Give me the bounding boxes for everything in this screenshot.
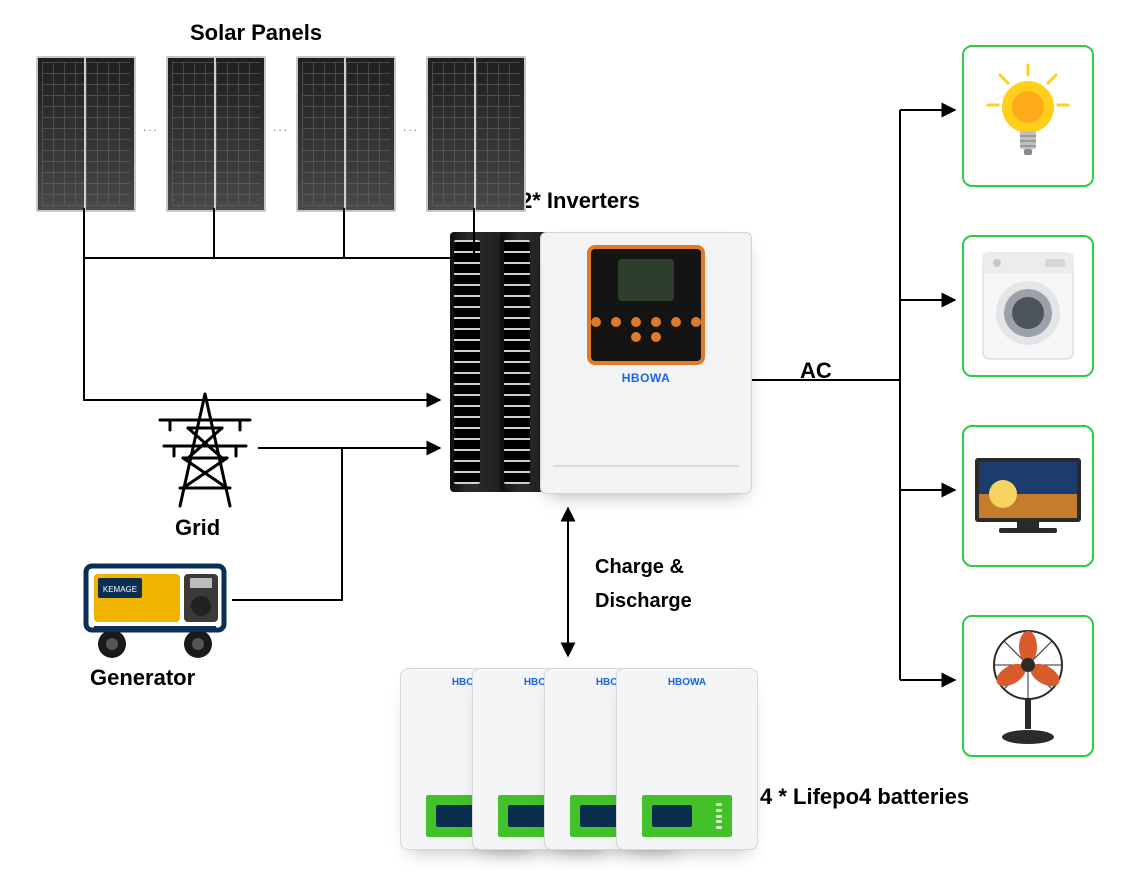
inverter-foot-divider — [553, 465, 739, 483]
solar-panel-icon — [426, 56, 526, 212]
label-solar-panels: Solar Panels — [190, 20, 322, 46]
ellipsis-icon: ... — [273, 120, 289, 134]
battery-icon: HBOWA — [616, 668, 758, 850]
grid-tower-icon — [150, 388, 260, 508]
diagram-canvas: Solar Panels 2* Inverters Grid Generator… — [0, 0, 1140, 890]
ellipsis-icon: ... — [403, 120, 419, 134]
tv-icon — [969, 446, 1087, 546]
battery-brand-label: HBOWA — [668, 677, 706, 688]
load-lightbulb — [962, 45, 1094, 187]
label-inverters: 2* Inverters — [520, 188, 640, 214]
label-generator: Generator — [90, 665, 195, 691]
load-tv — [962, 425, 1094, 567]
fan-icon — [973, 623, 1083, 749]
inverter-body-icon: HBOWA — [540, 232, 752, 494]
inverter-screen-icon — [618, 259, 674, 301]
label-ac: AC — [800, 358, 832, 384]
inverter-brand-label: HBOWA — [622, 371, 671, 385]
inverter-control-panel-icon — [587, 245, 705, 365]
washing-machine-icon — [975, 247, 1081, 365]
solar-panel-icon — [296, 56, 396, 212]
label-grid: Grid — [175, 515, 220, 541]
inverter-buttons-icon — [591, 307, 701, 351]
load-washer — [962, 235, 1094, 377]
load-fan — [962, 615, 1094, 757]
label-batteries: 4 * Lifepo4 batteries — [760, 784, 969, 810]
lightbulb-icon — [978, 61, 1078, 171]
generator-icon: KEMAGE — [80, 552, 230, 652]
ellipsis-icon: ... — [143, 120, 159, 134]
solar-panel-icon — [36, 56, 136, 212]
svg-text:KEMAGE: KEMAGE — [103, 585, 137, 594]
solar-panel-icon — [166, 56, 266, 212]
label-charge-discharge: Charge & Discharge — [595, 550, 692, 618]
